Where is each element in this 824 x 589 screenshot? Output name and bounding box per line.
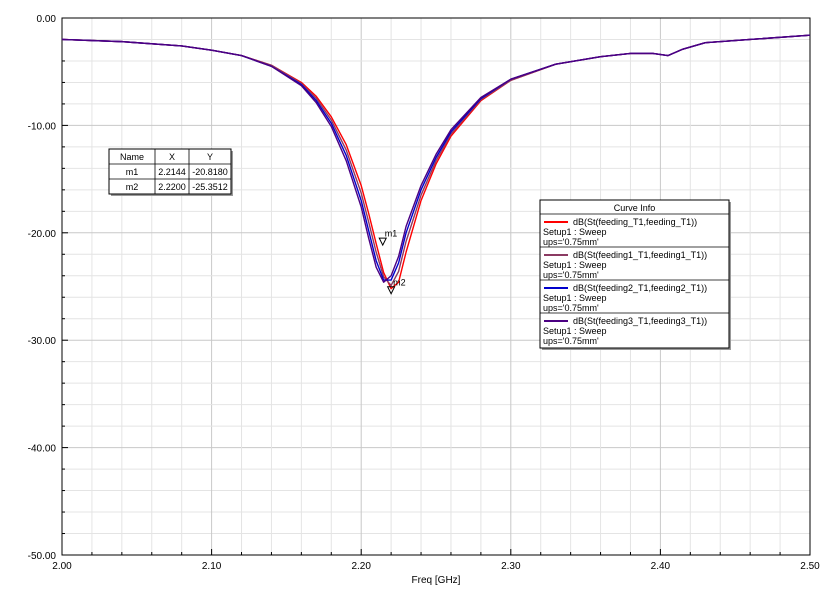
marker-table-box [108,148,232,195]
legend-entry-variable: ups='0.75mm' [543,270,599,280]
y-tick-label: -40.00 [28,444,57,455]
x-tick-label: 2.20 [351,561,371,572]
marker-points: m1 m2 [378,229,406,295]
legend-title: Curve Info [614,203,656,213]
marker-table-header: X [169,152,175,162]
legend: Curve InfodB(St(feeding_T1,feeding_T1))S… [539,199,731,350]
marker-label: m2 [393,277,406,287]
marker-table: Name X Ym1 2.2144 -20.8180 m2 2.2200 -25.3512 [108,148,233,196]
tick-labels: 2.00 2.10 2.20 2.30 2.40 2.50 0.00 -10.00 -20.00… [28,14,821,572]
legend-entry-setup: Setup1 : Sweep [543,260,607,270]
legend-entry-label: dB(St(feeding2_T1,feeding2_T1)) [573,283,707,293]
marker-m1 [378,237,388,247]
marker-label: m1 [385,229,398,239]
legend-entry-variable: ups='0.75mm' [543,237,599,247]
y-tick-label: -20.00 [28,229,57,240]
legend-entry-setup: Setup1 : Sweep [543,293,607,303]
legend-entry-setup: Setup1 : Sweep [543,227,607,237]
legend-entry-label: dB(St(feeding3_T1,feeding3_T1)) [573,316,707,326]
marker-table-cell-x: 2.2144 [158,167,186,177]
legend-entry-setup: Setup1 : Sweep [543,326,607,336]
y-tick-label: 0.00 [37,14,57,25]
marker-table-cell-x: 2.2200 [158,182,186,192]
x-tick-label: 2.00 [52,561,72,572]
x-tick-label: 2.10 [202,561,222,572]
legend-entry-label: dB(St(feeding_T1,feeding_T1)) [573,217,697,227]
x-tick-label: 2.50 [800,561,820,572]
x-axis-title: Freq [GHz] [412,575,461,586]
legend-box [539,199,730,349]
y-tick-label: -50.00 [28,551,57,562]
x-tick-label: 2.40 [651,561,671,572]
x-tick-label: 2.30 [501,561,521,572]
legend-entry-variable: ups='0.75mm' [543,336,599,346]
series-lines [61,34,811,290]
y-tick-label: -30.00 [28,336,57,347]
legend-entry-label: dB(St(feeding1_T1,feeding1_T1)) [573,250,707,260]
marker-table-cell-name: m2 [126,182,139,192]
legend-entry-variable: ups='0.75mm' [543,303,599,313]
series-line-4 [61,34,811,283]
marker-table-header: Y [207,152,213,162]
grid [62,18,810,555]
plot-frame [61,17,811,556]
marker-table-cell-name: m1 [126,167,139,177]
y-tick-label: -10.00 [28,121,57,132]
marker-table-cell-y: -20.8180 [192,167,228,177]
marker-m2 [386,286,396,295]
marker-table-cell-y: -25.3512 [192,182,228,192]
marker-table-header: Name [120,152,144,162]
